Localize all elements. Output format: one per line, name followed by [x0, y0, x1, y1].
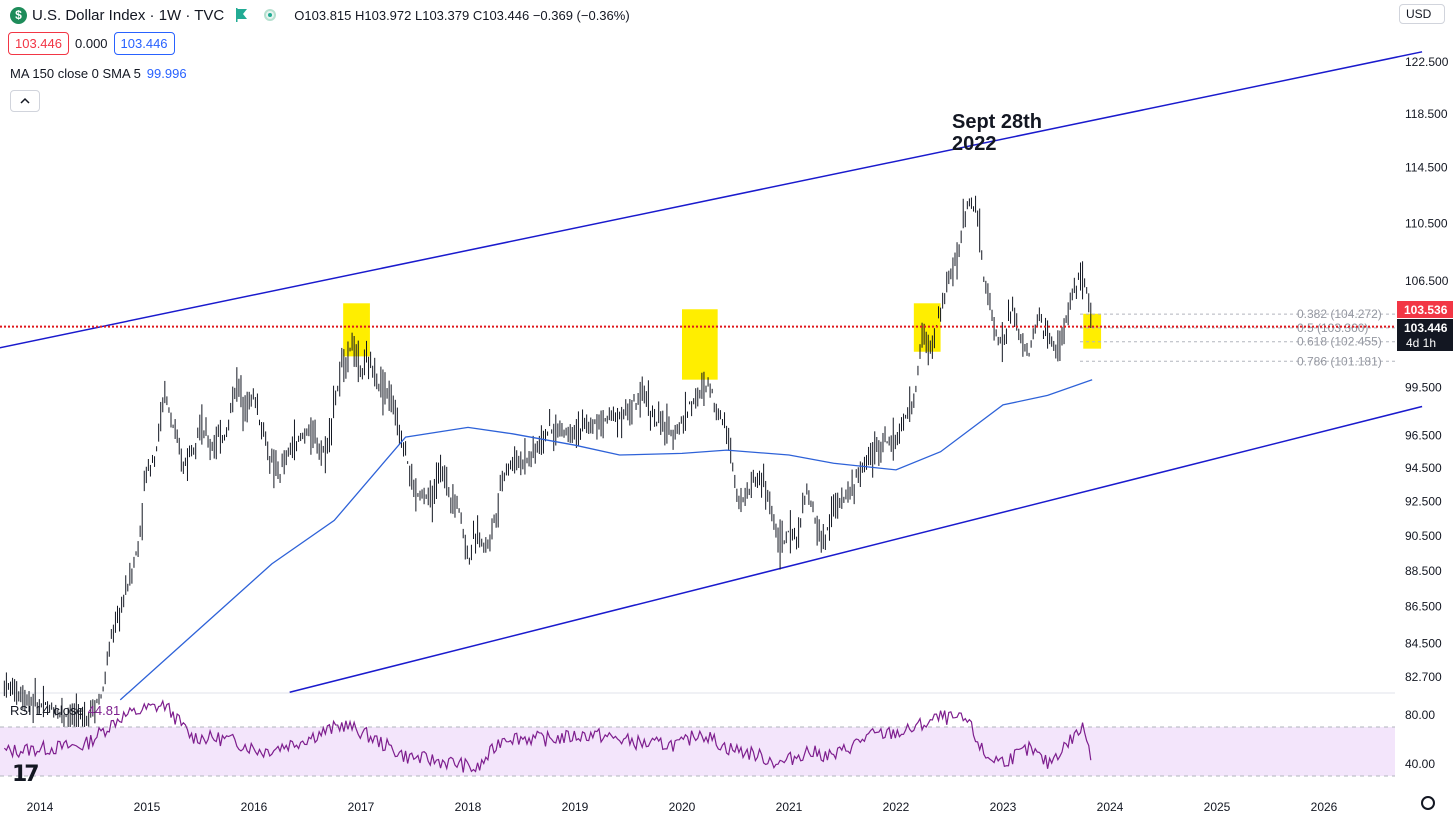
- dollar-symbol-icon: $: [10, 6, 27, 24]
- rsi-line: [3, 699, 1092, 773]
- time-tick-label: 2015: [134, 800, 161, 814]
- price-tick-label: 92.500: [1405, 495, 1442, 509]
- fib-level-label: 0.5 (103.360): [1297, 321, 1368, 335]
- currency-selector[interactable]: USD: [1399, 4, 1445, 24]
- time-tick-label: 2025: [1204, 800, 1231, 814]
- chevron-up-icon: [20, 95, 30, 107]
- price-tick-label: 88.500: [1405, 564, 1442, 578]
- current-price-tag: [1397, 319, 1453, 351]
- fib-level-label: 0.382 (104.272): [1297, 307, 1382, 321]
- fib-level-label: 0.618 (102.455): [1297, 335, 1382, 349]
- ma-150-line: [119, 379, 1093, 701]
- time-tick-label: 2021: [776, 800, 803, 814]
- time-tick-label: 2024: [1097, 800, 1124, 814]
- countdown-text: 4d 1h: [1406, 336, 1436, 350]
- annotation-line1: Sept 28th: [952, 111, 1042, 133]
- price-tick-label: 110.500: [1405, 216, 1448, 230]
- trade-buttons: 103.446 0.000 103.446: [8, 32, 175, 55]
- time-tick-label: 2014: [27, 800, 54, 814]
- time-tick-label: 2018: [455, 800, 482, 814]
- current-price-tag-text: 103.446: [1404, 321, 1448, 335]
- rsi-value: 44.81: [87, 703, 121, 718]
- price-tick-label: 118.500: [1405, 107, 1448, 121]
- last-price-tag: [1397, 301, 1453, 318]
- rsi-label: RSI 14 close: [10, 703, 84, 718]
- price-tick-label: 82.700: [1405, 670, 1442, 684]
- market-status-icon: [264, 9, 277, 21]
- spread-value: 0.000: [75, 36, 108, 51]
- time-tick-label: 2016: [241, 800, 268, 814]
- collapse-legend-button[interactable]: [10, 90, 40, 112]
- price-tick-label: 86.500: [1405, 600, 1442, 614]
- price-tick-label: 94.500: [1405, 461, 1442, 475]
- fib-level-label: 0.786 (101.181): [1297, 354, 1382, 368]
- symbol-title[interactable]: U.S. Dollar Index · 1W · TVC: [32, 6, 225, 24]
- time-tick-label: 2022: [883, 800, 910, 814]
- currency-label: USD: [1406, 7, 1432, 21]
- time-tick-label: 2020: [669, 800, 696, 814]
- rsi-tick-label: 40.00: [1405, 757, 1435, 771]
- price-tick-label: 84.500: [1405, 636, 1442, 650]
- annotation-line2: 2022: [952, 133, 997, 155]
- channel-line-lower: [289, 405, 1423, 693]
- time-tick-label: 2019: [562, 800, 589, 814]
- time-tick-label: 2023: [990, 800, 1017, 814]
- last-price-tag-text: 103.536: [1404, 303, 1448, 317]
- price-tick-label: 96.500: [1405, 428, 1442, 442]
- sell-button[interactable]: 103.446: [8, 32, 69, 55]
- ma-legend[interactable]: MA 150 close 0 SMA 5 99.996: [10, 66, 187, 81]
- time-tick-label: 2026: [1311, 800, 1338, 814]
- channel-line-upper: [0, 51, 1423, 349]
- price-tick-label: 122.500: [1405, 55, 1449, 69]
- highlight-box: [1083, 313, 1102, 349]
- price-tick-label: 114.500: [1405, 161, 1448, 175]
- price-tick-label: 106.500: [1405, 274, 1449, 288]
- rsi-legend[interactable]: RSI 14 close 44.81: [10, 703, 120, 718]
- highlight-box: [682, 309, 718, 380]
- ma-value: 99.996: [146, 66, 187, 81]
- buy-button[interactable]: 103.446: [113, 32, 175, 55]
- time-tick-label: 2017: [348, 800, 375, 814]
- price-tick-label: 99.500: [1405, 381, 1442, 395]
- price-tick-label: 90.500: [1405, 529, 1442, 543]
- ohlc-values: O103.815 H103.972 L103.379 C103.446 −0.3…: [294, 7, 630, 23]
- rsi-tick-label: 80.00: [1405, 708, 1435, 722]
- flag-icon[interactable]: [236, 8, 248, 22]
- gear-icon[interactable]: [1421, 796, 1435, 810]
- chart-header: $ U.S. Dollar Index · 1W · TVC O103.815 …: [10, 5, 630, 25]
- tradingview-logo[interactable]: 17: [12, 762, 40, 787]
- ma-label: MA 150 close 0 SMA 5: [10, 66, 141, 81]
